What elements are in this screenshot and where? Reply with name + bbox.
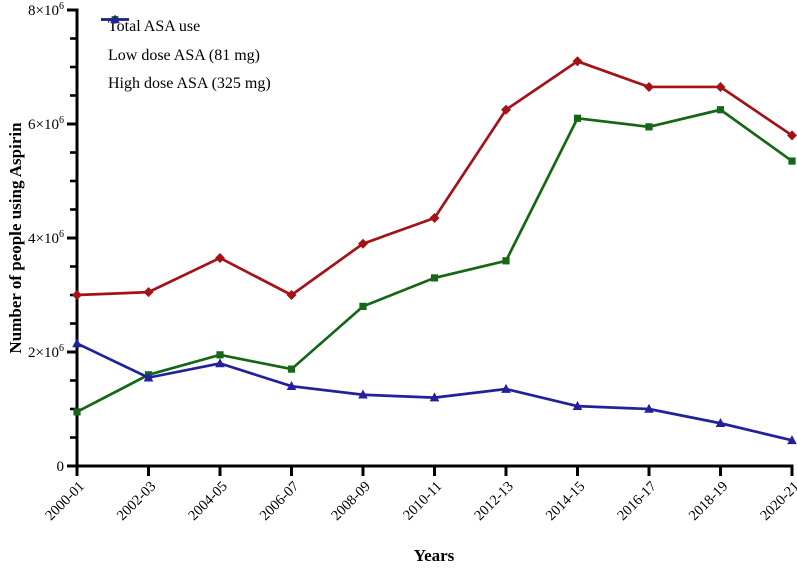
chart-legend: Total ASA use Low dose ASA (81 mg) High … — [100, 13, 271, 99]
x-tick-label: 2008-09 — [328, 479, 373, 524]
x-tick-label: 2014-15 — [543, 479, 588, 524]
data-point-marker — [215, 252, 225, 263]
data-point-marker — [573, 114, 582, 122]
data-point-marker — [715, 418, 726, 428]
data-point-marker — [644, 81, 654, 92]
data-point-marker — [645, 123, 653, 131]
x-tick-label: 2010-11 — [400, 479, 445, 524]
data-point-marker — [572, 56, 583, 67]
x-axis-title: Years — [414, 546, 455, 565]
data-point-marker — [715, 81, 726, 92]
y-tick-label: 6×106 — [28, 115, 64, 133]
x-tick-label: 2004-05 — [185, 479, 230, 524]
series-line-triangle — [76, 342, 793, 442]
data-point-marker — [429, 392, 440, 402]
data-point-marker — [286, 290, 297, 300]
data-point-marker — [216, 351, 224, 359]
legend-label-low-dose-asa: Low dose ASA (81 mg) — [108, 46, 260, 64]
x-tick-label: 2000-01 — [42, 479, 87, 524]
data-point-marker — [502, 257, 510, 265]
data-point-marker — [72, 338, 82, 348]
x-tick-label: 2016-17 — [614, 479, 659, 524]
data-point-marker — [644, 403, 654, 413]
data-point-marker — [787, 130, 797, 141]
triangle-marker-icon — [101, 14, 129, 24]
data-point-marker — [429, 213, 440, 224]
legend-item-high-dose-asa: High dose ASA (325 mg) — [100, 14, 271, 99]
data-point-marker — [572, 400, 583, 410]
data-point-marker — [358, 389, 368, 399]
data-point-marker — [787, 435, 797, 445]
data-point-marker — [72, 290, 82, 300]
y-tick-label: 4×106 — [28, 229, 64, 247]
data-point-marker — [788, 157, 796, 165]
data-point-marker — [215, 358, 225, 368]
data-point-marker — [501, 104, 511, 115]
series-lines — [72, 56, 797, 445]
legend-label-total-asa-use: Total ASA use — [108, 18, 201, 36]
data-point-marker — [359, 302, 367, 310]
legend-item-low-dose-asa: Low dose ASA (81 mg) — [100, 16, 271, 71]
x-tick-label: 2020-21 — [757, 479, 797, 524]
x-tick-label: 2006-07 — [257, 479, 302, 524]
data-point-marker — [358, 238, 368, 249]
y-tick-label: 0 — [57, 459, 65, 475]
legend-label-high-dose-asa: High dose ASA (325 mg) — [108, 75, 271, 93]
y-tick-label: 2×106 — [28, 343, 64, 361]
series-line-square — [76, 108, 793, 414]
data-point-marker — [716, 106, 725, 114]
data-point-marker — [286, 381, 297, 390]
data-point-marker — [143, 372, 154, 382]
data-point-marker — [73, 408, 81, 416]
data-point-marker — [287, 365, 296, 373]
data-point-marker — [143, 287, 154, 298]
x-tick-label: 2002-03 — [114, 479, 159, 524]
data-point-marker — [501, 383, 511, 393]
y-tick-label: 8×106 — [28, 1, 64, 19]
data-point-marker — [430, 274, 439, 282]
x-tick-label: 2018-19 — [686, 479, 731, 524]
y-axis-title: Number of people using Aspirin — [6, 122, 25, 354]
x-tick-label: 2012-13 — [471, 479, 516, 524]
